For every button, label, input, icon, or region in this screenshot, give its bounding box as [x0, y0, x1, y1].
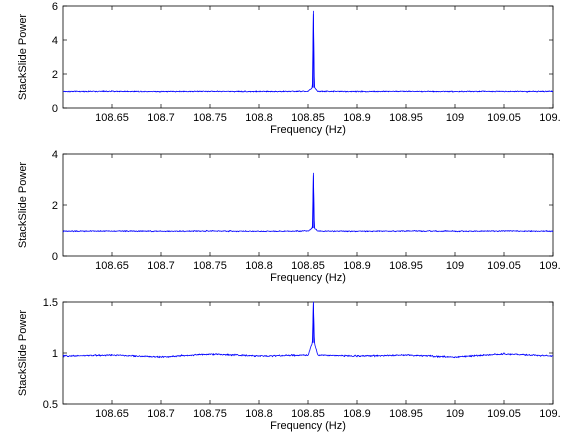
x-tick-label: 108.75	[193, 112, 227, 124]
x-tick-label: 108.7	[147, 260, 175, 272]
x-tick-label: 108.8	[245, 260, 273, 272]
y-axis-label: StackSlide Power	[17, 14, 29, 101]
y-tick-label: 4	[52, 149, 58, 161]
x-tick-label: 108.9	[343, 260, 371, 272]
series-line	[62, 13, 554, 93]
chart-panel-1: 108.65 108.7 108.75 108.8 108.85 108.9 108.95 1…	[17, 1, 561, 136]
x-tick-label: 109	[446, 408, 464, 420]
x-tick-label: 108.9	[343, 112, 371, 124]
x-tick-label: 108.95	[389, 408, 423, 420]
x-tick-label: 108.65	[95, 112, 129, 124]
y-tick-label: 0.5	[43, 399, 58, 411]
x-tick-label: 108.85	[291, 408, 325, 420]
x-tick-label: 108.85	[291, 260, 325, 272]
peak-line	[312, 301, 315, 343]
x-tick-label: 109	[446, 260, 464, 272]
chart-panel-2: 108.65 108.7 108.75 108.8 108.85 108.9 108.95 1…	[17, 149, 561, 284]
x-tick-label: 109.1	[539, 112, 561, 124]
y-tick-label: 0	[52, 251, 58, 263]
x-tick-label: 109.05	[487, 408, 521, 420]
x-axis-label: Frequency (Hz)	[270, 272, 346, 284]
x-tick-label: 108.7	[147, 408, 175, 420]
y-tick-label: 1	[52, 348, 58, 360]
x-tick-label: 108.8	[245, 112, 273, 124]
x-tick-label: 109	[446, 112, 464, 124]
x-tick-label: 108.85	[291, 112, 325, 124]
x-tick-label: 108.65	[95, 260, 129, 272]
series-line	[62, 303, 554, 359]
y-tick-label: 2	[52, 200, 58, 212]
x-tick-label: 109.05	[487, 260, 521, 272]
chart-panel-3: 108.65 108.7 108.75 108.8 108.85 108.9 108.95 1…	[17, 297, 561, 432]
x-tick-label: 108.9	[343, 408, 371, 420]
x-axis-label: Frequency (Hz)	[270, 124, 346, 136]
x-tick-label: 108.65	[95, 408, 129, 420]
x-tick-label: 108.75	[193, 260, 227, 272]
y-tick-label: 1.5	[43, 297, 58, 309]
peak-line	[312, 172, 315, 228]
x-tick-label: 108.95	[389, 260, 423, 272]
y-tick-label: 4	[52, 35, 58, 47]
y-axis-label: StackSlide Power	[17, 162, 29, 249]
series-line	[62, 175, 554, 233]
x-axis-label: Frequency (Hz)	[270, 420, 346, 432]
y-axis-label: StackSlide Power	[17, 310, 29, 397]
x-tick-label: 108.7	[147, 112, 175, 124]
peak-line	[312, 10, 315, 88]
x-tick-label: 109.05	[487, 112, 521, 124]
x-tick-label: 109.1	[539, 408, 561, 420]
plot-area	[62, 301, 554, 405]
x-tick-label: 109.1	[539, 260, 561, 272]
x-tick-label: 108.95	[389, 112, 423, 124]
x-tick-label: 108.8	[245, 408, 273, 420]
y-tick-label: 2	[52, 69, 58, 81]
x-tick-label: 108.75	[193, 408, 227, 420]
plot-area	[62, 153, 554, 257]
y-tick-label: 6	[52, 1, 58, 13]
plot-area	[62, 5, 554, 109]
y-tick-label: 0	[52, 103, 58, 115]
